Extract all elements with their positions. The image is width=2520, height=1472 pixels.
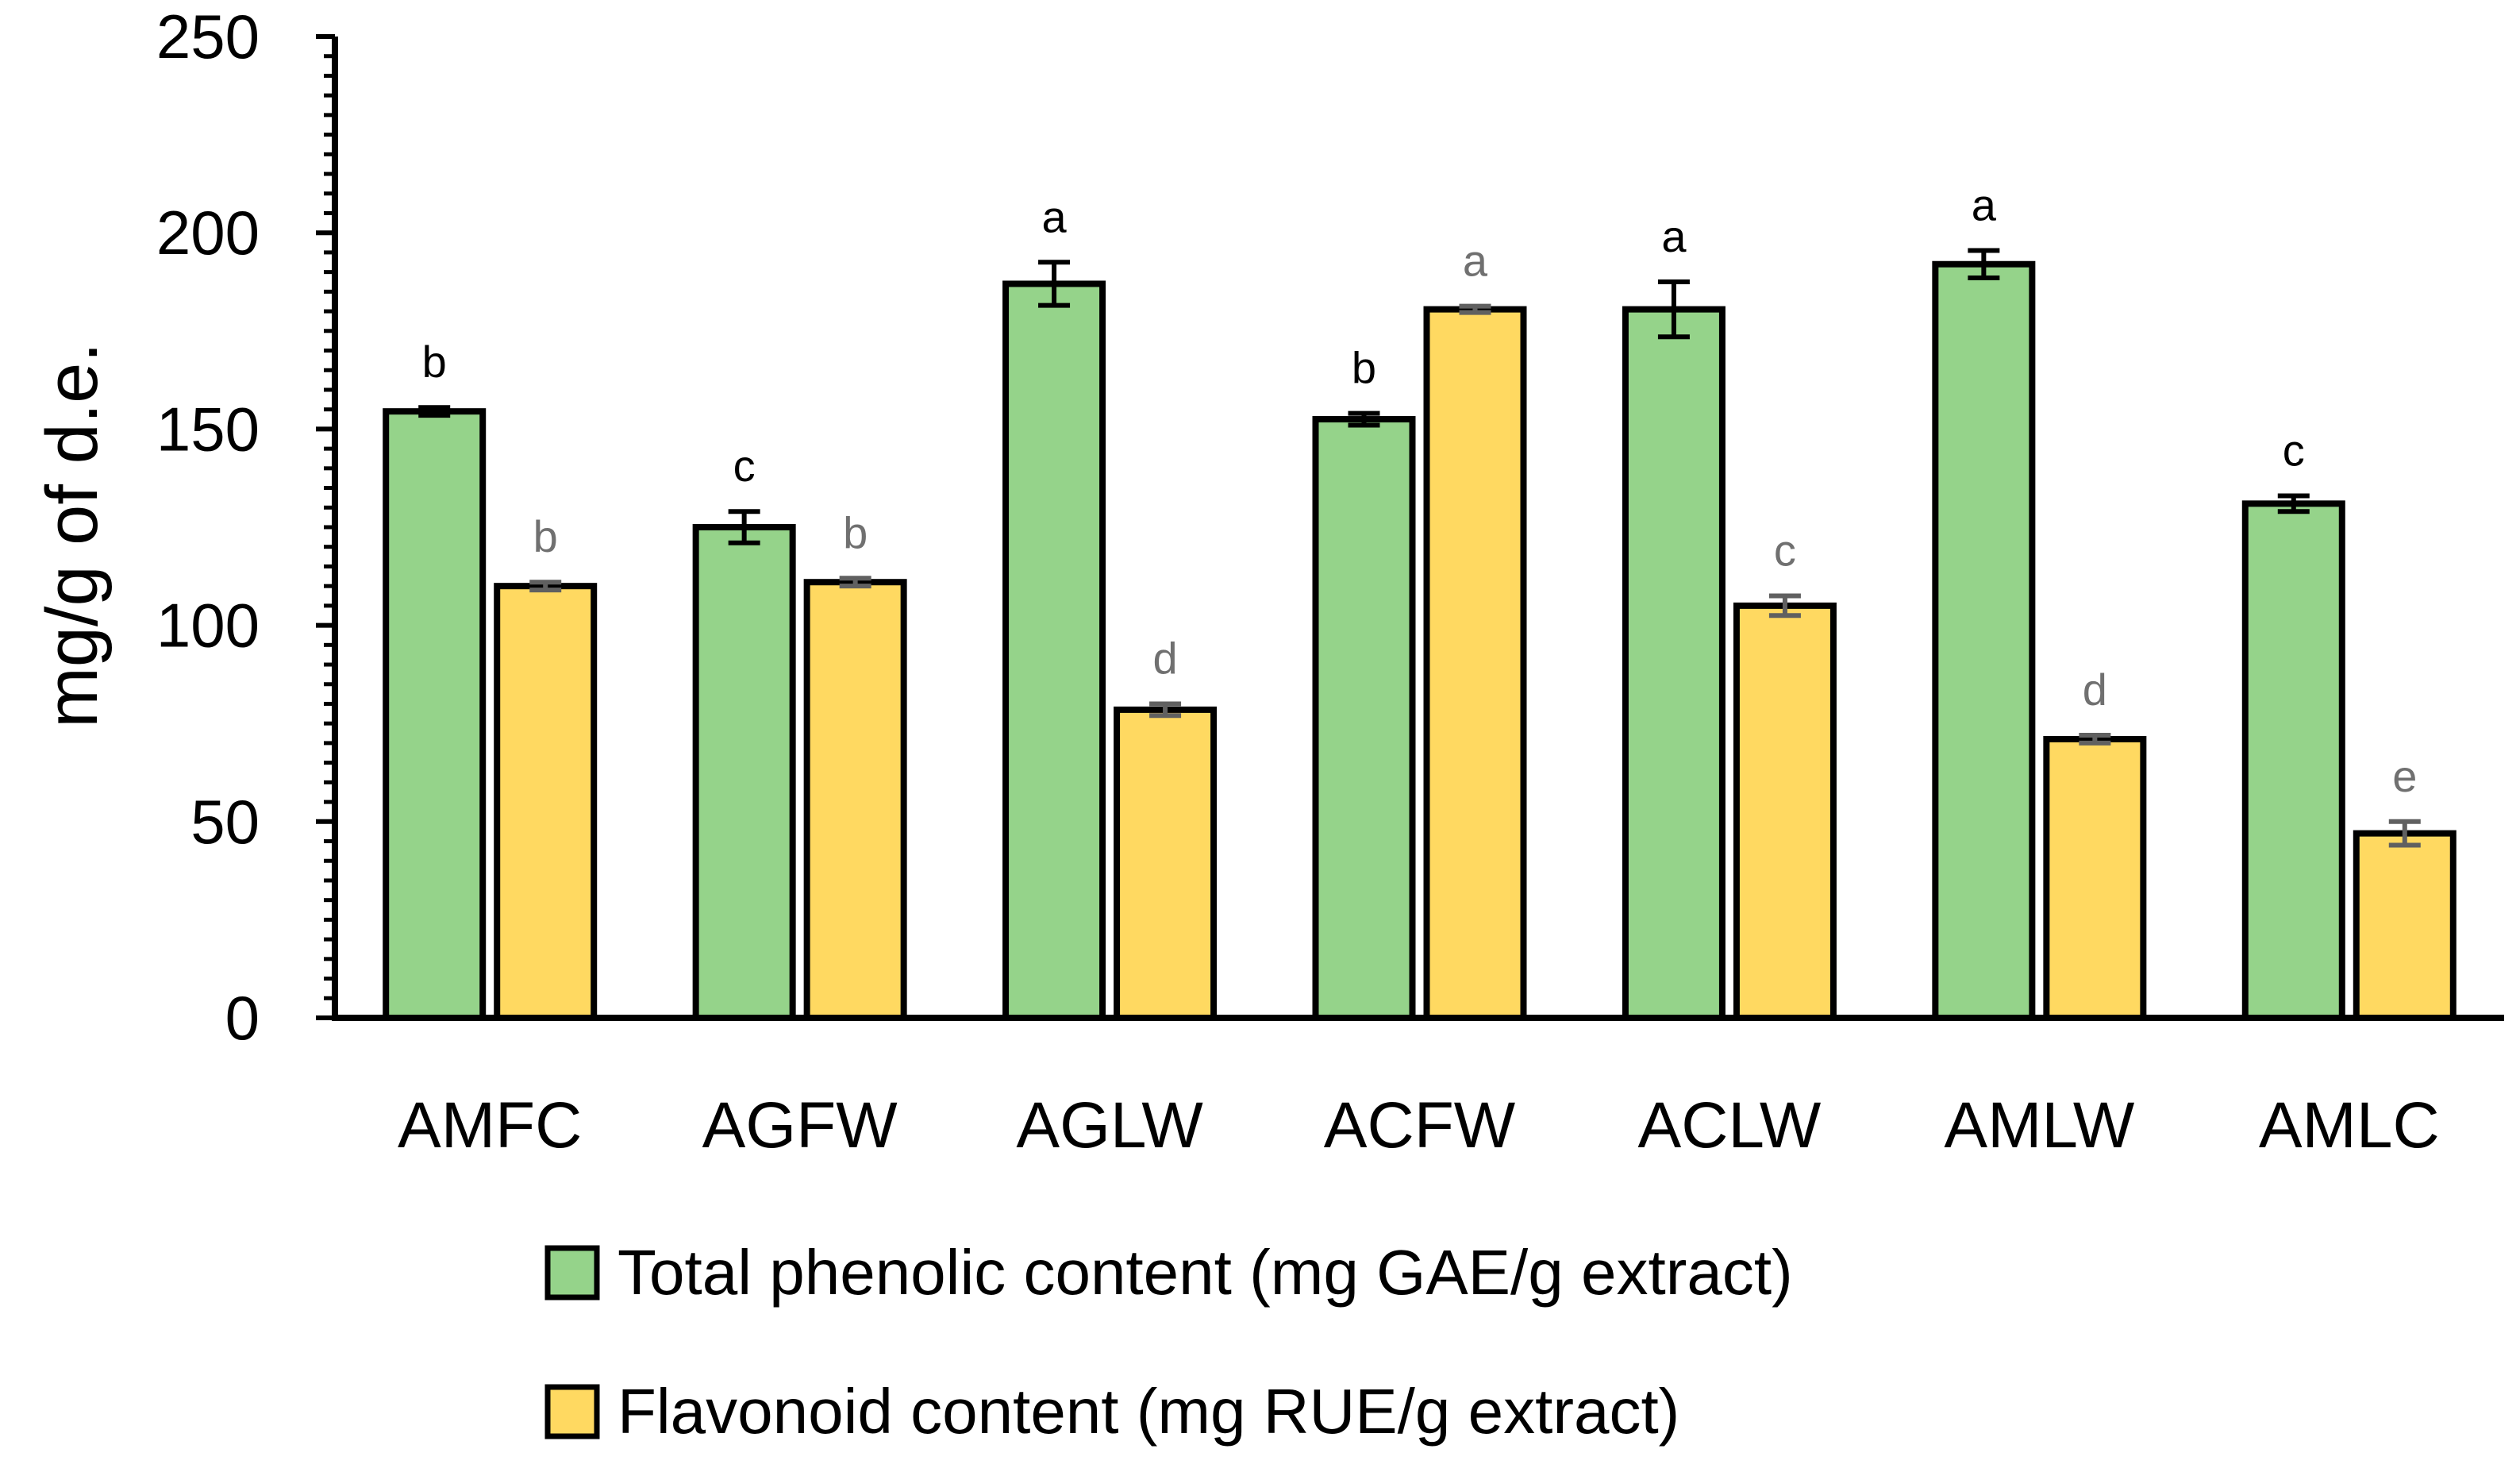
significance-letter-amfc-series2: b (533, 511, 558, 561)
y-axis-title: mg/g of d.e. (32, 342, 113, 728)
significance-letter-amlc-series2: e (2392, 751, 2417, 801)
bar-aglw-series1 (1002, 280, 1106, 1021)
bar-agfw-series2 (803, 579, 907, 1021)
legend-label-series1: Total phenolic content (mg GAE/g extract… (617, 1237, 1793, 1308)
legend-swatch-series2 (544, 1384, 600, 1439)
y-tick-label: 100 (156, 591, 260, 661)
y-tick-label: 0 (225, 983, 260, 1053)
significance-letter-aglw-series1: a (1041, 191, 1067, 241)
y-tick-label: 150 (156, 394, 260, 464)
significance-letter-amlw-series2: d (2083, 665, 2107, 715)
bar-aglw-series2 (1114, 706, 1218, 1021)
y-tick-label: 200 (156, 198, 260, 268)
x-tick-label-amlc: AMLC (2259, 1089, 2440, 1162)
significance-letter-amfc-series1: b (422, 337, 447, 387)
y-tick-label: 250 (156, 2, 260, 71)
significance-letter-agfw-series2: b (843, 507, 868, 557)
x-tick-label-acfw: ACFW (1324, 1089, 1516, 1162)
bar-amlw-series2 (2043, 735, 2147, 1021)
x-tick-label-aglw: AGLW (1016, 1089, 1203, 1162)
x-tick-label-amfc: AMFC (398, 1089, 582, 1162)
bar-amlc-series1 (2241, 500, 2345, 1021)
bars-layer (383, 248, 2457, 1022)
bar-agfw-series1 (692, 524, 796, 1021)
legend: Total phenolic content (mg GAE/g extract… (544, 1237, 1793, 1447)
x-tick-label-aclw: ACLW (1638, 1089, 1822, 1162)
legend-swatch-series1 (544, 1245, 600, 1301)
bar-acfw-series2 (1423, 306, 1527, 1022)
bar-amlw-series1 (1932, 260, 2036, 1021)
axes-layer (316, 34, 2504, 1021)
significance-letter-acfw-series2: a (1463, 236, 1488, 286)
bar-amlc-series2 (2353, 830, 2457, 1021)
significance-letter-aclw-series2: c (1774, 526, 1796, 576)
y-tick-label: 50 (190, 787, 260, 857)
bar-aclw-series1 (1622, 306, 1726, 1022)
significance-letter-agfw-series1: c (733, 441, 756, 491)
labels-layer: b b AMFC c b AGFW a d AGLW b a ACFW a c ACLW a d AMLW c e AM… (32, 2, 2440, 1162)
significance-letter-amlw-series1: a (1972, 179, 1997, 229)
x-tick-label-amlw: AMLW (1944, 1089, 2135, 1162)
significance-letter-amlc-series1: c (2283, 425, 2305, 475)
bar-amfc-series1 (383, 408, 487, 1021)
bar-amfc-series2 (494, 583, 598, 1021)
x-tick-label-agfw: AGFW (702, 1089, 898, 1162)
significance-letter-aclw-series1: a (1661, 211, 1687, 261)
bar-acfw-series1 (1312, 416, 1416, 1021)
significance-letter-aglw-series2: d (1152, 633, 1177, 683)
bar-aclw-series2 (1733, 602, 1837, 1021)
significance-letter-acfw-series1: b (1352, 343, 1376, 393)
legend-label-series2: Flavonoid content (mg RUE/g extract) (617, 1376, 1679, 1447)
